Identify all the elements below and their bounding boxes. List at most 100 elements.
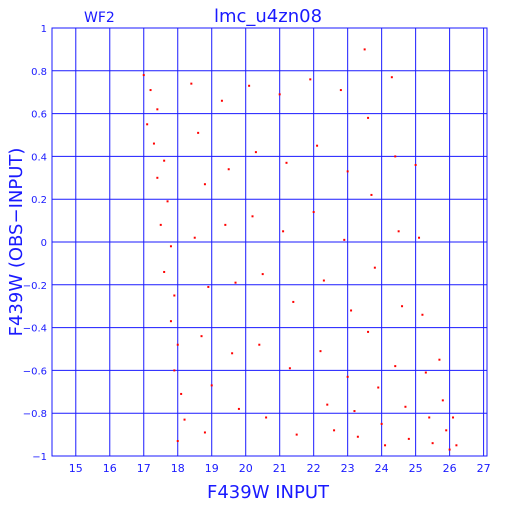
data-point xyxy=(234,281,237,284)
x-tick-label: 20 xyxy=(239,462,253,475)
data-point xyxy=(251,215,254,218)
data-point xyxy=(190,82,193,85)
data-point xyxy=(401,305,404,308)
data-point xyxy=(254,151,257,154)
x-tick-label: 17 xyxy=(137,462,151,475)
data-point xyxy=(200,335,203,338)
data-point xyxy=(231,352,234,355)
data-point xyxy=(394,365,397,368)
data-point xyxy=(380,422,383,425)
y-axis-label: F439W (OBS−INPUT) xyxy=(6,148,27,337)
y-tick-label: −0.2 xyxy=(23,281,47,292)
data-point xyxy=(207,285,210,288)
y-tick-label: 0.4 xyxy=(31,152,47,163)
data-point xyxy=(407,437,410,440)
data-point xyxy=(156,108,159,111)
data-point xyxy=(384,444,387,447)
data-point xyxy=(322,279,325,282)
x-tick-label: 16 xyxy=(103,462,117,475)
data-point xyxy=(390,76,393,79)
data-point xyxy=(421,313,424,316)
x-tick-label: 26 xyxy=(443,462,457,475)
data-point xyxy=(319,350,322,353)
x-axis-label: F439W INPUT xyxy=(207,482,330,503)
y-tick-label: −0.6 xyxy=(23,366,47,377)
x-tick-label: 27 xyxy=(477,462,491,475)
data-point xyxy=(227,168,230,171)
data-point xyxy=(333,429,336,432)
data-point xyxy=(441,399,444,402)
data-point xyxy=(261,273,264,276)
data-point xyxy=(363,48,366,51)
data-point xyxy=(258,343,261,346)
y-tick-label: 0.2 xyxy=(31,195,47,206)
data-point xyxy=(180,392,183,395)
data-point xyxy=(370,193,373,196)
x-tick-label: 23 xyxy=(341,462,355,475)
data-point xyxy=(418,236,421,239)
data-point xyxy=(448,448,451,451)
data-point xyxy=(356,435,359,438)
x-tick-label: 15 xyxy=(69,462,83,475)
y-tick-label: −0.8 xyxy=(23,409,47,420)
data-point xyxy=(373,266,376,269)
data-point xyxy=(339,89,342,92)
data-point xyxy=(309,78,312,81)
data-point xyxy=(404,405,407,408)
data-point xyxy=(203,183,206,186)
data-point xyxy=(248,84,251,87)
axis-ticks: 15 16 17 18 19 20 21 22 23 24 25 26 27 −1 −0.8 −0.6 −0.4… xyxy=(23,24,491,475)
data-point xyxy=(431,442,434,445)
data-point xyxy=(367,116,370,119)
x-tick-label: 19 xyxy=(205,462,219,475)
data-point xyxy=(163,270,166,273)
data-point xyxy=(173,294,176,297)
data-point xyxy=(224,223,227,226)
data-points xyxy=(142,48,458,451)
y-tick-label: −0.4 xyxy=(23,324,47,335)
data-point xyxy=(203,431,206,434)
data-point xyxy=(350,309,353,312)
data-point xyxy=(452,416,455,419)
data-point xyxy=(210,384,213,387)
panel-label: WF2 xyxy=(84,10,115,26)
data-point xyxy=(424,371,427,374)
data-point xyxy=(346,375,349,378)
data-point xyxy=(142,74,145,77)
data-point xyxy=(166,200,169,203)
data-point xyxy=(343,238,346,241)
data-point xyxy=(193,236,196,239)
x-tick-label: 25 xyxy=(409,462,423,475)
data-point xyxy=(282,230,285,233)
data-point xyxy=(176,343,179,346)
data-point xyxy=(292,300,295,303)
y-tick-label: 0 xyxy=(41,238,47,249)
x-tick-label: 18 xyxy=(171,462,185,475)
data-point xyxy=(445,429,448,432)
data-point xyxy=(220,99,223,102)
data-point xyxy=(394,155,397,158)
data-point xyxy=(428,416,431,419)
chart-title: lmc_u4zn08 xyxy=(214,6,322,27)
data-point xyxy=(353,410,356,413)
x-tick-label: 24 xyxy=(375,462,389,475)
grid-lines xyxy=(52,27,487,457)
data-point xyxy=(237,407,240,410)
data-point xyxy=(455,444,458,447)
data-point xyxy=(278,93,281,96)
data-point xyxy=(149,89,152,92)
data-point xyxy=(285,161,288,164)
data-point xyxy=(326,403,329,406)
data-point xyxy=(397,230,400,233)
data-point xyxy=(197,131,200,134)
x-tick-label: 22 xyxy=(307,462,321,475)
data-point xyxy=(438,358,441,361)
data-point xyxy=(169,320,172,323)
y-tick-label: −1 xyxy=(32,452,47,463)
y-tick-label: 1 xyxy=(41,24,47,35)
data-point xyxy=(414,163,417,166)
data-point xyxy=(316,144,319,147)
data-point xyxy=(159,223,162,226)
y-tick-label: 0.6 xyxy=(31,110,47,121)
